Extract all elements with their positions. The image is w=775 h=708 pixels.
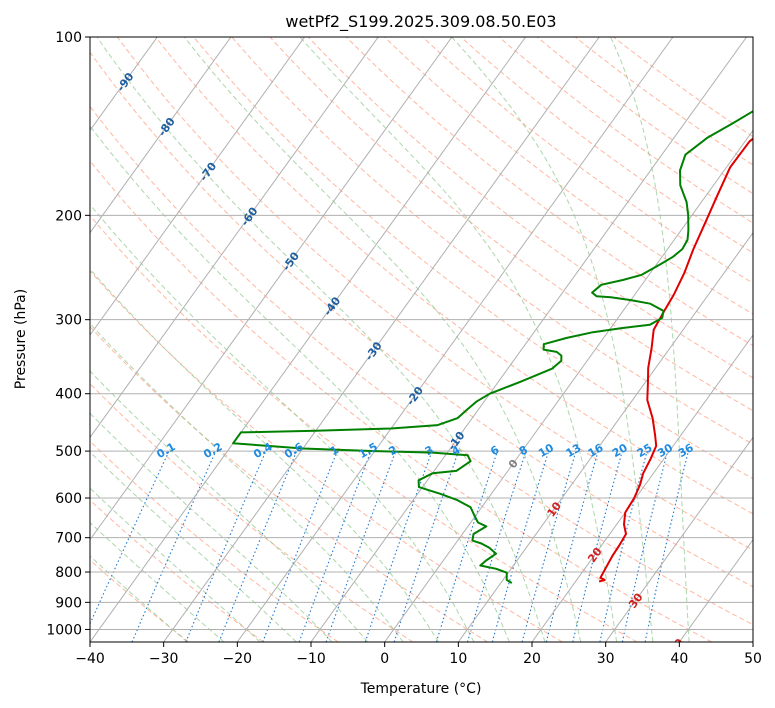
x-tick-label: −40 [75,651,105,667]
mixing-ratio-line [491,450,550,642]
isotherm-line [90,37,379,439]
isotherm-line [163,37,600,642]
temperature-line [598,137,753,583]
moist-adiabat [90,322,404,642]
isotherm-line [531,334,753,642]
x-tick-label: 50 [744,651,762,667]
moist-adiabat [90,555,188,642]
isotherm-line [236,37,674,642]
isotherm-line [90,37,527,642]
moist-adiabat [90,412,333,642]
dry-adiabat [90,499,264,642]
y-tick-label: 600 [55,491,82,507]
x-tick-label: 20 [523,651,541,667]
isotherm-line [90,37,306,336]
isotherm-line [90,37,453,541]
y-axis-ticks: 100 200 300 400 500 600 700 800 900 1000 [46,30,90,638]
plot-frame [89,36,754,643]
dry-adiabat [345,37,753,347]
mixing-ratio-line [466,450,527,642]
isotherm-line [90,37,232,234]
dry-adiabat [536,37,753,195]
moist-adiabat [90,203,475,642]
x-tick-label: 30 [597,651,615,667]
dry-adiabat [307,37,753,379]
y-tick-label: 1000 [46,622,82,638]
mixing-ratio-line [325,450,397,642]
isotherm-line [605,436,753,642]
dry-adiabat [90,270,563,642]
dry-adiabat [90,160,712,642]
isotherms [90,37,753,642]
moist-adiabat [610,37,690,642]
moist-adiabat [90,268,439,642]
moist-adiabat [96,37,546,642]
x-axis-ticks: −40 −30 −20 −10 0 10 20 30 40 50 [75,642,762,667]
y-tick-label: 700 [55,531,82,547]
mixing-ratio-line [644,450,689,642]
isotherm-line [457,231,753,642]
mixing-ratio-labels: 0.1 0.2 0.4 0.6 1 1.5 2 3 4 6 8 10 13 16 20 25 30 36 [154,440,696,461]
dry-adiabat [90,326,488,642]
x-tick-label: 40 [670,651,688,667]
dry-adiabat [90,440,339,642]
y-tick-label: 400 [55,387,82,403]
moist-adiabat [299,37,618,642]
dry-adiabat [90,105,753,626]
y-tick-label: 800 [55,565,82,581]
y-tick-label: 500 [55,444,82,460]
mixing-ratio-line [131,450,217,642]
x-tick-label: 0 [380,651,389,667]
dry-adiabat [116,37,753,551]
mixing-ratio-line [90,450,170,626]
y-tick-label: 900 [55,595,82,611]
y-axis-label: Pressure (hPa) [13,289,29,389]
dry-adiabat [155,37,753,515]
dry-adiabat [231,37,753,445]
chart-title: wetPf2_S199.2025.309.08.50.E03 [285,12,556,32]
dewpoint-line [232,110,753,584]
dry-adiabat [90,214,638,642]
dry-adiabat [384,37,753,315]
isotherm-line [384,129,753,642]
profile-series [232,110,753,584]
x-tick-label: −30 [149,651,179,667]
y-tick-label: 100 [55,30,82,46]
x-tick-label: −20 [223,651,253,667]
y-tick-label: 200 [55,208,82,224]
x-tick-label: 10 [449,651,467,667]
mixing-ratio-line [393,450,460,642]
moist-adiabat [90,370,369,642]
mixing-ratio-line [435,450,498,642]
moist-adiabats [90,37,690,642]
y-tick-label: 300 [55,313,82,329]
pressure-gridlines [90,37,753,630]
mixing-ratio-line [364,450,433,642]
mixing-ratio-line [621,450,669,642]
isotherm-line [310,37,748,642]
dry-adiabat [574,37,753,166]
dry-adiabats [90,37,753,642]
dry-adiabat [90,51,753,588]
dry-adiabat [460,37,753,254]
plot-area: -100-90-80-70-60-50-40-30-20-10010203040… [90,37,753,656]
x-axis-label: Temperature (°C) [360,681,482,697]
mixing-ratio-line [599,450,648,642]
x-tick-label: −10 [296,651,326,667]
moist-adiabat [90,125,510,642]
mixing-ratio-line [572,450,623,642]
isotherm-line [678,538,753,642]
mixing-ratio-line [521,450,577,642]
mixing-ratio-line [185,450,267,642]
isotherm-label: 40 [667,636,687,656]
moist-adiabat [451,37,654,642]
